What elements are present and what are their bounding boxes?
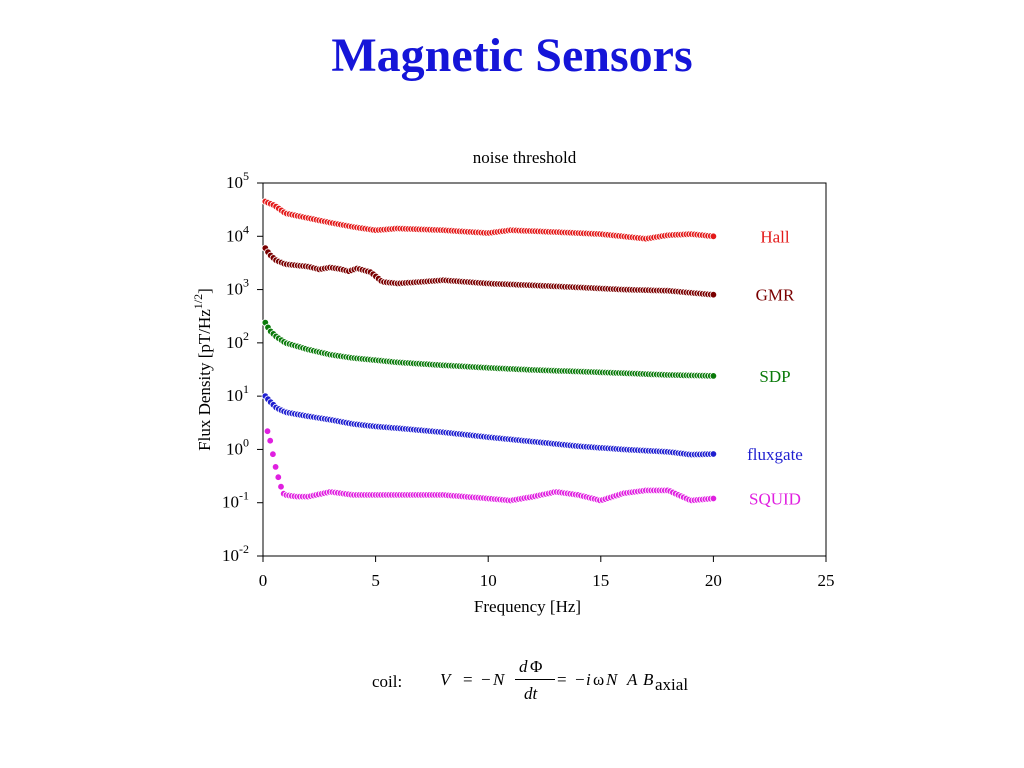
- data-point: [709, 450, 718, 458]
- data-point: [709, 291, 718, 299]
- formula-n2: N: [606, 670, 618, 689]
- y-tick-label: 10-1: [222, 489, 249, 512]
- formula-den: dt: [524, 684, 538, 703]
- x-tick-label: 10: [480, 571, 497, 590]
- series-label-gmr: GMR: [756, 286, 795, 305]
- chart-axes: [257, 182, 827, 562]
- data-point: [269, 450, 277, 458]
- series-label-sdp: SDP: [759, 367, 790, 386]
- data-point: [709, 372, 718, 380]
- series-gmr: [261, 244, 718, 299]
- formula-num-d: d: [519, 657, 528, 676]
- formula-minus-2: −: [575, 670, 585, 689]
- data-point: [274, 473, 282, 481]
- y-tick-label: 102: [226, 329, 249, 352]
- x-tick-label: 20: [705, 571, 722, 590]
- formula-equals-1: =: [463, 670, 473, 689]
- data-point: [266, 437, 274, 445]
- x-axis-label: Frequency [Hz]: [474, 597, 581, 616]
- x-tick-label: 0: [259, 571, 268, 590]
- formula-v: V: [440, 670, 451, 689]
- data-point: [709, 494, 718, 503]
- coil-formula: coil: V = − N d Φ dt = − i ω N A B axial: [372, 656, 732, 712]
- formula-minus-1: −: [481, 670, 491, 689]
- plot-frame: [262, 182, 827, 557]
- formula-omega: ω: [593, 670, 605, 689]
- x-tick-label: 15: [592, 571, 609, 590]
- data-point: [263, 427, 272, 435]
- fraction-line: [515, 679, 555, 680]
- data-point: [277, 483, 285, 491]
- chart-text: 0 5 10 15 20 25 105 104 103 102 101 100 10-1 10-2 nois…: [191, 148, 835, 616]
- formula-n: N: [493, 670, 505, 689]
- y-tick-label: 100: [226, 435, 249, 458]
- series-squid: [263, 427, 718, 505]
- formula-label: coil:: [372, 672, 403, 691]
- series-sdp: [261, 318, 718, 380]
- formula-subscript: axial: [655, 675, 689, 694]
- y-tick-label: 104: [226, 222, 249, 245]
- series-hall: [261, 197, 718, 243]
- x-tick-label: 5: [371, 571, 380, 590]
- data-point: [709, 232, 718, 240]
- y-tick-label: 105: [226, 169, 249, 192]
- y-tick-label: 10-2: [222, 542, 249, 565]
- y-tick-label: 103: [226, 276, 249, 299]
- y-axis-label: Flux Density [pT/Hz1/2]: [191, 288, 214, 451]
- flux-density-chart: 0 5 10 15 20 25 105 104 103 102 101 100 10-1 10-2 nois…: [191, 148, 835, 616]
- series-label-fluxgate: fluxgate: [747, 445, 803, 464]
- formula-num-phi: Φ: [530, 657, 543, 676]
- slide-title: Magnetic Sensors: [331, 29, 693, 82]
- series-fluxgate: [261, 392, 718, 459]
- formula-i: i: [586, 670, 591, 689]
- formula-b: B: [643, 670, 654, 689]
- y-tick-label: 101: [226, 382, 249, 405]
- chart-title: noise threshold: [473, 148, 577, 167]
- data-point: [271, 463, 280, 471]
- chart-points: [261, 197, 718, 505]
- series-label-hall: Hall: [760, 227, 790, 246]
- formula-equals-2: =: [557, 670, 567, 689]
- x-tick-label: 25: [818, 571, 835, 590]
- series-label-squid: SQUID: [749, 489, 801, 508]
- formula-a: A: [627, 670, 638, 689]
